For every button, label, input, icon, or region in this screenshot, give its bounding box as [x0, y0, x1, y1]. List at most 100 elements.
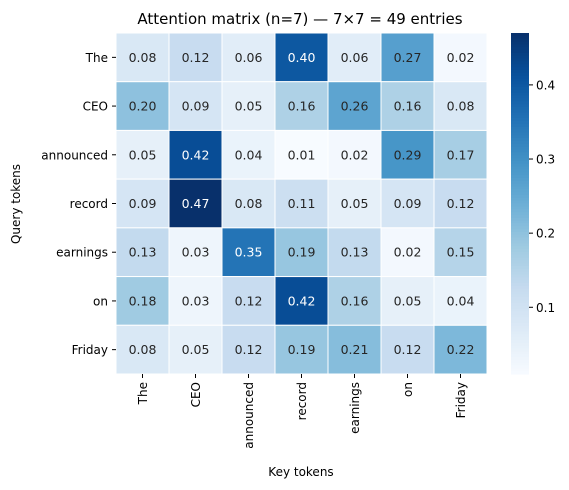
colorbar-segment — [511, 163, 529, 168]
colorbar-segment — [511, 351, 529, 355]
heatmap-cell — [433, 81, 488, 131]
cell-value-label: 0.12 — [235, 342, 263, 357]
heatmap-cell — [274, 324, 329, 375]
heatmap-cell — [221, 81, 276, 131]
colorbar-segment — [511, 47, 529, 51]
colorbar-segment — [511, 257, 529, 261]
colorbar-segment — [511, 237, 529, 242]
colorbar-segment — [511, 58, 529, 63]
colorbar-segment — [511, 200, 529, 205]
cell-value-label: 0.40 — [288, 50, 316, 65]
heatmap-cell — [380, 32, 435, 83]
cell-value-label: 0.18 — [129, 293, 157, 308]
colorbar-segment — [511, 186, 529, 190]
colorbar-segment — [511, 260, 529, 264]
cell-value-label: 0.12 — [447, 196, 475, 211]
colorbar: 0.1 0.2 0.3 0.4 — [511, 33, 555, 375]
cell-value-label: 0.21 — [341, 342, 369, 357]
x-axis-label: Key tokens — [268, 465, 333, 479]
colorbar-segment — [511, 64, 529, 68]
colorbar-segment — [511, 368, 529, 372]
heatmap-cell — [221, 324, 276, 375]
colorbar-segment — [511, 348, 529, 352]
colorbar-segment — [511, 75, 529, 80]
colorbar-segment — [511, 169, 529, 173]
y-tick-label: record — [70, 197, 108, 211]
colorbar-segment — [511, 135, 529, 139]
heatmap-cell — [168, 178, 223, 229]
colorbar-segment — [511, 297, 529, 301]
x-tick-label: The — [136, 382, 150, 405]
y-tick-label: earnings — [56, 246, 108, 260]
heatmap-cell — [433, 178, 488, 229]
cell-value-label: 0.19 — [288, 245, 316, 260]
cell-value-label: 0.11 — [288, 196, 316, 211]
colorbar-segment — [511, 234, 529, 239]
colorbar-segment — [511, 192, 529, 196]
colorbar-segment — [511, 121, 529, 125]
cell-value-label: 0.12 — [235, 293, 263, 308]
heatmap-cell — [327, 129, 382, 180]
colorbar-segment — [511, 194, 529, 199]
colorbar-segment — [511, 339, 529, 344]
x-tick-label: announced — [242, 382, 256, 449]
cell-value-label: 0.09 — [182, 99, 210, 114]
colorbar-tick-label: 0.3 — [536, 153, 555, 167]
colorbar-segment — [511, 280, 529, 284]
colorbar-segment — [511, 115, 529, 119]
colorbar-segment — [511, 342, 529, 347]
colorbar-segment — [511, 209, 529, 213]
colorbar-segment — [511, 345, 529, 350]
colorbar-segment — [511, 266, 529, 270]
y-tick-label: on — [93, 294, 108, 308]
colorbar-segment — [511, 35, 529, 40]
cell-value-label: 0.16 — [288, 99, 316, 114]
colorbar-segment — [511, 311, 529, 315]
heatmap-cell — [433, 276, 488, 326]
cell-value-label: 0.27 — [394, 50, 422, 65]
colorbar-segment — [511, 172, 529, 176]
colorbar-segment — [511, 300, 529, 304]
heatmap-cell — [274, 129, 329, 180]
cell-value-label: 0.09 — [394, 196, 422, 211]
colorbar-segment — [511, 354, 529, 358]
x-tick-label: on — [401, 382, 415, 397]
colorbar-segment — [511, 86, 529, 91]
cell-value-label: 0.26 — [341, 99, 369, 114]
colorbar-segment — [511, 50, 529, 54]
colorbar-segment — [511, 160, 529, 165]
heatmap-cell — [433, 324, 488, 375]
cell-value-label: 0.17 — [447, 147, 475, 162]
colorbar-segment — [511, 246, 529, 250]
colorbar-segment — [511, 69, 529, 74]
colorbar-segment — [511, 305, 529, 310]
colorbar-segment — [511, 143, 529, 148]
cell-value-label: 0.04 — [235, 147, 263, 162]
colorbar-segment — [511, 231, 529, 236]
cell-value-label: 0.06 — [235, 50, 263, 65]
cell-value-label: 0.08 — [129, 342, 157, 357]
colorbar-segment — [511, 101, 529, 105]
heatmap-cell — [115, 32, 170, 83]
heatmap-cell — [327, 324, 382, 375]
x-tick-label: Friday — [454, 382, 468, 418]
colorbar-segment — [511, 356, 529, 361]
y-tick-label: CEO — [83, 100, 108, 114]
heatmap-cell — [274, 276, 329, 326]
chart-title: Attention matrix (n=7) — 7×7 = 49 entrie… — [137, 10, 462, 28]
heatmap-cell — [115, 227, 170, 278]
colorbar-segment — [511, 274, 529, 278]
heatmap-cell — [221, 227, 276, 278]
cell-value-label: 0.08 — [235, 196, 263, 211]
colorbar-segment — [511, 106, 529, 111]
cell-value-label: 0.19 — [288, 342, 316, 357]
cell-value-label: 0.20 — [129, 99, 157, 114]
cell-value-label: 0.02 — [341, 147, 369, 162]
heatmap-cell — [433, 129, 488, 180]
colorbar-segment — [511, 189, 529, 193]
colorbar-segment — [511, 214, 529, 219]
heatmap-cell — [380, 324, 435, 375]
colorbar-segment — [511, 132, 529, 136]
colorbar-segment — [511, 95, 529, 99]
colorbar-segment — [511, 328, 529, 332]
